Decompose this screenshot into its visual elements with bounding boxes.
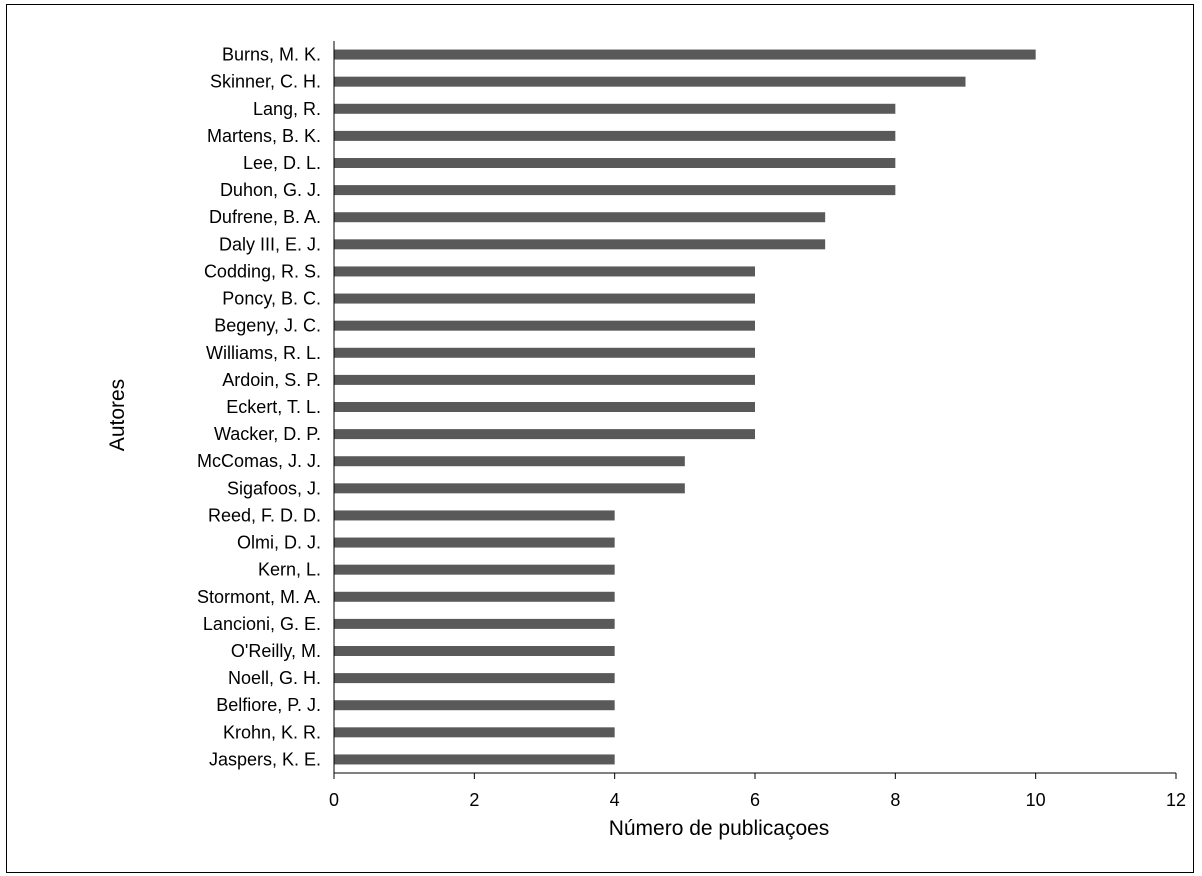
x-axis: 0 2 4 6 8 10 12: [329, 773, 1186, 810]
category-label: Lee, D. L.: [243, 153, 321, 173]
category-label: Burns, M. K.: [222, 45, 321, 65]
category-label: Dufrene, B. A.: [209, 207, 321, 227]
x-tick-label: 8: [890, 790, 900, 810]
category-labels: Burns, M. K. Skinner, C. H. Lang, R. Marten…: [197, 45, 321, 770]
category-label: Duhon, G. J.: [220, 180, 321, 200]
category-label: Stormont, M. A.: [197, 587, 321, 607]
bar: [334, 50, 1036, 60]
bar: [334, 754, 615, 764]
bar: [334, 185, 895, 195]
bar: [334, 239, 825, 249]
category-label: Lang, R.: [253, 99, 321, 119]
category-label: Lancioni, G. E.: [203, 614, 321, 634]
x-tick-label: 12: [1166, 790, 1186, 810]
bar: [334, 565, 615, 575]
category-label: Sigafoos, J.: [227, 478, 321, 498]
bar: [334, 592, 615, 602]
bar: [334, 294, 755, 304]
category-label: Wacker, D. P.: [214, 424, 321, 444]
bar: [334, 429, 755, 439]
category-label: Jaspers, K. E.: [209, 749, 321, 769]
category-label: Kern, L.: [258, 560, 321, 580]
bar: [334, 700, 615, 710]
x-axis-title: Número de publicaçoes: [609, 817, 830, 840]
category-label: Krohn, K. R.: [223, 722, 321, 742]
category-label: Reed, F. D. D.: [208, 505, 321, 525]
category-label: Poncy, B. C.: [222, 289, 321, 309]
x-tick-label: 2: [469, 790, 479, 810]
bar: [334, 510, 615, 520]
bar: [334, 321, 755, 331]
bar: [334, 266, 755, 276]
bar-chart: Burns, M. K. Skinner, C. H. Lang, R. Marten…: [7, 5, 1195, 874]
y-axis-title: Autores: [106, 379, 129, 451]
bars: [334, 50, 1036, 765]
bar: [334, 483, 685, 493]
category-label: Ardoin, S. P.: [222, 370, 321, 390]
category-label: Codding, R. S.: [204, 261, 321, 281]
bar: [334, 619, 615, 629]
x-tick-label: 0: [329, 790, 339, 810]
bar: [334, 104, 895, 114]
bar: [334, 646, 615, 656]
chart-frame: Burns, M. K. Skinner, C. H. Lang, R. Marten…: [6, 4, 1194, 873]
category-label: McComas, J. J.: [197, 451, 321, 471]
bar: [334, 348, 755, 358]
bar: [334, 402, 755, 412]
bar: [334, 456, 685, 466]
bar: [334, 727, 615, 737]
category-label: Begeny, J. C.: [214, 316, 321, 336]
x-tick-label: 10: [1026, 790, 1046, 810]
category-label: Daly III, E. J.: [219, 234, 321, 254]
category-label: Olmi, D. J.: [237, 533, 321, 553]
x-tick-label: 6: [750, 790, 760, 810]
category-label: Martens, B. K.: [207, 126, 321, 146]
x-tick-label: 4: [610, 790, 620, 810]
bar: [334, 131, 895, 141]
category-label: Belfiore, P. J.: [216, 695, 321, 715]
category-label: Skinner, C. H.: [210, 72, 321, 92]
category-label: O'Reilly, M.: [231, 641, 321, 661]
bar: [334, 158, 895, 168]
bar: [334, 77, 966, 87]
category-label: Williams, R. L.: [206, 343, 321, 363]
bar: [334, 673, 615, 683]
category-label: Noell, G. H.: [228, 668, 321, 688]
category-label: Eckert, T. L.: [226, 397, 321, 417]
bar: [334, 212, 825, 222]
bar: [334, 538, 615, 548]
bar: [334, 375, 755, 385]
